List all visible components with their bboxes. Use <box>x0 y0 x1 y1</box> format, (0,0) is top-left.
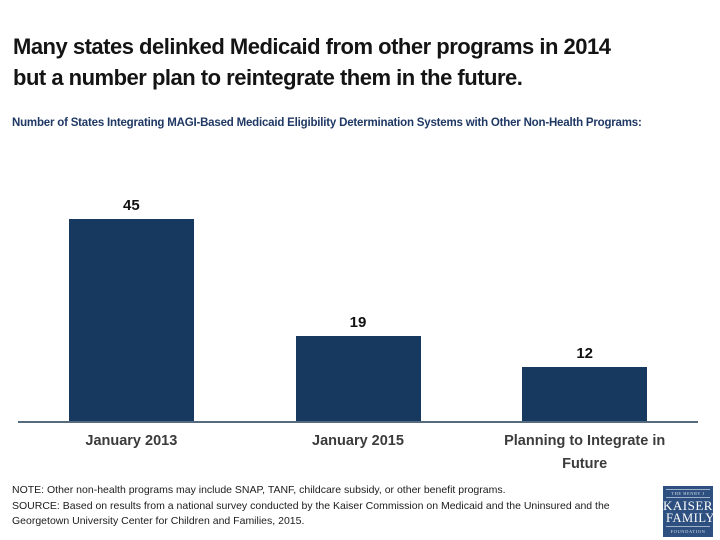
bar <box>522 367 648 421</box>
source-text: SOURCE: Based on results from a national… <box>12 499 610 528</box>
logo-line-the-henry-j: THE HENRY J <box>666 489 710 498</box>
bar-value-label: 45 <box>122 196 140 214</box>
note-text: NOTE: Other non-health programs may incl… <box>12 484 506 496</box>
bar-category-label: Planning to Integrate in Future <box>504 433 666 472</box>
bar <box>68 218 194 421</box>
kff-logo: THE HENRY J KAISER FAMILY FOUNDATION <box>663 486 715 537</box>
bar-category-label: January 2013 <box>85 433 178 449</box>
bar-category-label: January 2015 <box>312 433 404 449</box>
footnotes: NOTE: Other non-health programs may incl… <box>12 483 654 530</box>
chart-title: Number of States Integrating MAGI-Based … <box>12 117 642 129</box>
slide-title-line2: but a number plan to reintegrate them in… <box>13 65 523 90</box>
logo-line-family: FAMILY <box>666 511 715 527</box>
logo-line-foundation: FOUNDATION <box>670 529 706 534</box>
bar-value-label: 19 <box>349 313 367 331</box>
slide-title: Many states delinked Medicaid from other… <box>13 31 711 93</box>
bar-value-label: 12 <box>576 345 593 362</box>
logo-line-kaiser: KAISER <box>663 498 713 513</box>
bar-chart-plot: 45 19 12 <box>18 150 698 423</box>
bar <box>295 335 421 421</box>
slide-title-line1: Many states delinked Medicaid from other… <box>13 34 611 59</box>
